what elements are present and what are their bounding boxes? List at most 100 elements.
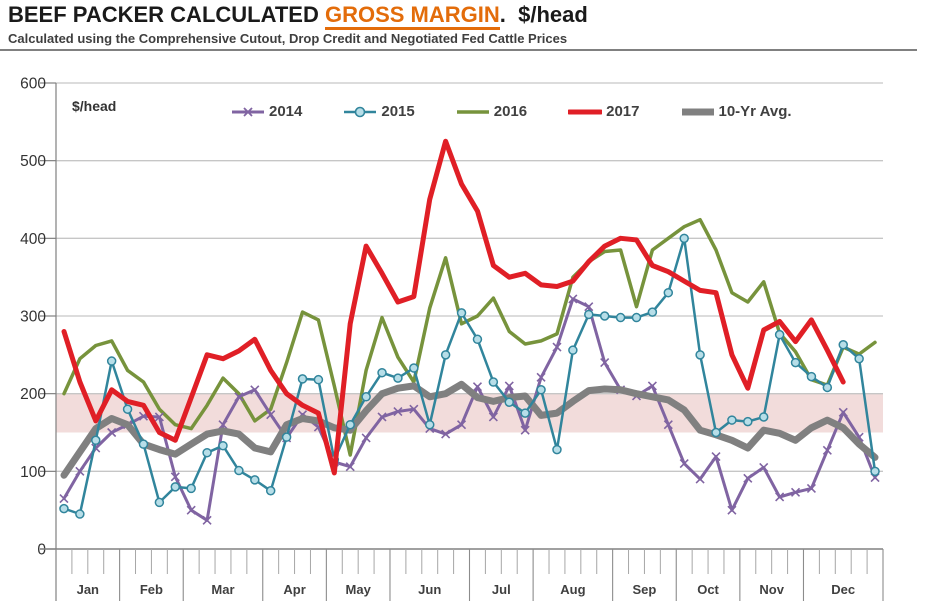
month-label: Jun [418,582,441,597]
month-label: Mar [211,582,234,597]
data-point-2014 [568,294,578,304]
data-point-2014 [377,412,387,422]
data-point-2014 [345,462,355,472]
data-point-2015 [743,416,753,427]
y-axis-label: 100 [20,464,46,481]
data-point-2015 [472,334,483,345]
data-point-2015 [711,427,721,438]
month-label: Sep [633,582,657,597]
data-point-2015 [663,287,674,298]
data-point-2015 [854,353,864,364]
series-line-2015 [62,237,877,516]
month-label: May [346,582,372,597]
data-point-2014 [536,372,546,382]
data-point-2015 [504,397,515,407]
data-point-2015 [59,503,69,514]
y-axis-unit-label: $/head [72,98,117,114]
data-point-2015 [631,312,642,323]
data-point-2015 [822,382,833,393]
data-point-2014 [202,515,212,525]
data-point-2015 [393,373,403,383]
data-point-2014 [409,404,419,414]
data-point-2014 [456,420,467,430]
data-point-2015 [520,408,530,418]
data-point-2015 [138,439,149,449]
y-axis-label: 200 [20,386,46,403]
legend-label: 2015 [381,103,415,120]
month-label: Nov [759,582,784,597]
data-point-2014 [59,493,69,504]
month-label: Dec [831,582,855,597]
month-label: Jul [492,582,511,597]
data-point-2015 [488,377,499,387]
data-point-2015 [615,312,626,323]
data-point-2015 [536,385,546,395]
y-axis-label: 0 [37,542,46,559]
header-divider [0,49,917,51]
data-point-2014 [663,420,673,430]
series-line-2014 [62,297,877,522]
data-point-2015 [870,466,880,477]
y-axis-label: 500 [20,153,46,170]
legend-item-2014[interactable]: 2014 [231,103,302,120]
data-point-2014 [552,342,562,352]
data-point-2015 [361,392,371,402]
page-title: BEEF PACKER CALCULATED GROSS MARGIN. $/h… [8,2,588,30]
title-prefix: BEEF PACKER CALCULATED [8,2,325,27]
data-point-2015 [727,415,737,425]
data-point-2015 [345,419,355,430]
legend-swatch-2014-line-x-icon [232,106,264,117]
data-point-2015 [424,419,435,430]
data-point-2015 [647,307,658,317]
data-point-2015 [695,350,705,360]
data-point-2014 [679,459,689,469]
legend-item-2015[interactable]: 2015 [343,103,415,120]
data-point-2014 [441,429,451,439]
data-point-2014 [504,381,514,391]
y-axis-label: 300 [20,309,46,326]
data-point-2014 [759,462,769,473]
data-point-2014 [154,412,164,422]
data-point-2014 [727,505,737,515]
data-point-2015 [552,444,562,455]
data-point-2014 [250,385,260,395]
data-point-2015 [313,374,324,385]
data-point-2015 [568,345,578,355]
data-point-2014 [822,445,832,455]
data-point-2015 [584,309,594,320]
legend-item-10yr-avg[interactable]: 10-Yr Avg. [681,103,792,120]
legend-swatch-2016-line-icon [456,109,489,114]
month-label: Apr [283,582,305,597]
month-label: Feb [140,582,163,597]
legend-item-2017[interactable]: 2017 [568,103,640,120]
data-point-2014 [361,433,371,443]
data-point-2015 [790,357,801,368]
data-point-2014 [838,407,848,417]
data-point-2015 [170,482,181,492]
legend-label: 2016 [493,103,528,120]
data-point-2015 [75,509,85,519]
series-line-2016 [62,217,877,457]
data-point-2014 [75,466,85,476]
data-point-2014 [711,452,721,462]
data-point-2014 [488,412,498,422]
legend-item-2016[interactable]: 2016 [456,103,527,120]
data-point-2015 [806,371,817,382]
series-line-2017 [61,138,846,476]
month-label: Aug [560,582,585,597]
data-point-2014 [170,472,180,482]
data-point-2015 [774,329,785,340]
data-point-2014 [806,483,816,493]
data-point-2015 [440,350,451,360]
data-point-2015 [186,483,196,494]
data-point-2015 [838,339,848,350]
data-point-2015 [202,447,212,458]
data-point-2015 [265,486,276,496]
data-point-2015 [234,465,244,476]
data-point-2015 [281,432,292,442]
data-point-2014 [695,474,705,484]
data-point-2015 [106,356,117,366]
data-point-2014 [647,381,657,391]
data-point-2015 [679,233,689,244]
